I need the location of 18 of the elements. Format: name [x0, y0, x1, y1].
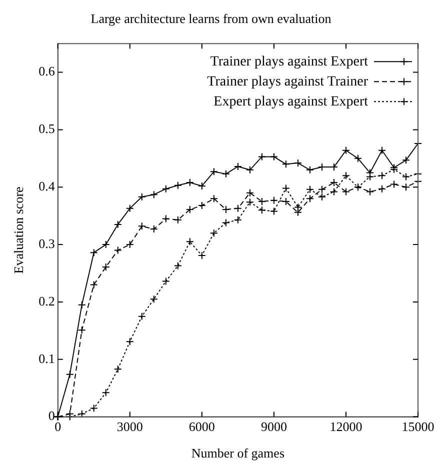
x-axis-title: Number of games	[191, 446, 284, 461]
y-tick-label: 0.1	[38, 350, 55, 366]
legend-label: Trainer plays against Trainer	[207, 74, 368, 90]
x-tick-label: 6000	[188, 419, 215, 434]
y-tick-label: 0.4	[38, 178, 56, 194]
y-tick-label: 0.2	[38, 293, 55, 308]
y-tick-label: 0	[48, 408, 55, 424]
y-tick-label: 0.3	[38, 236, 55, 251]
y-axis-title: Evaluation score	[11, 186, 26, 274]
x-tick-label: 12000	[330, 419, 362, 434]
chart-title: Large architecture learns from own evaluation	[90, 11, 332, 26]
x-tick-label: 9000	[260, 419, 287, 434]
x-tick-label: 3000	[116, 419, 143, 434]
y-tick-label: 0.5	[38, 121, 55, 136]
legend-label: Expert plays against Expert	[214, 94, 368, 110]
legend-label: Trainer plays against Expert	[210, 54, 368, 70]
y-tick-label: 0.6	[38, 64, 56, 79]
x-tick-label: 15000	[402, 419, 434, 434]
